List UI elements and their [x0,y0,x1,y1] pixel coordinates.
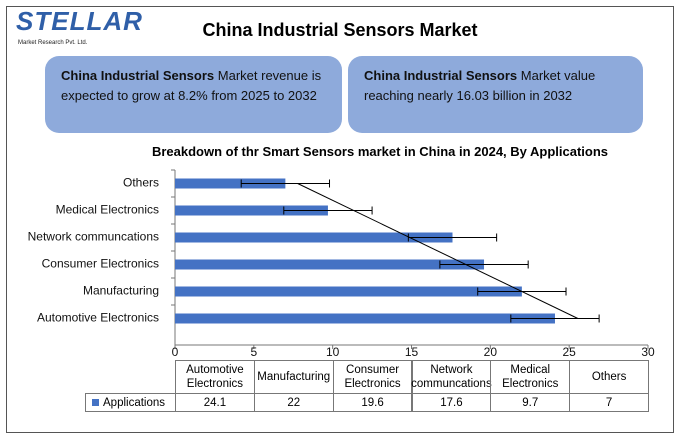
x-tick-label: 5 [250,345,257,359]
logo-sub: Market Research Pvt. Ltd. [18,40,88,46]
y-tick-label: Others [123,176,159,190]
bar [175,178,286,189]
table-header: Manufacturing [253,360,334,394]
table-header: Medical Electronics [490,360,571,394]
table-value: 22 [253,393,334,412]
trendline [297,183,579,319]
table-header: Consumer Electronics [332,360,413,394]
legend-swatch [92,399,99,406]
error-bar [439,260,529,269]
bar [175,259,485,270]
frame [6,6,674,433]
x-tick-label: 15 [405,345,419,359]
legend-label: Applications [103,396,166,409]
box-bold: China Industrial Sensors [364,68,518,83]
table-header: Others [569,360,649,394]
box-text: Market value reaching nearly 16.03 billi… [364,68,596,103]
logo: STELLAR [16,6,143,36]
y-tick-label: Medical Electronics [56,203,159,217]
table-value: 17.6 [411,393,492,412]
box-bold: China Industrial Sensors [61,68,215,83]
bar [175,313,555,324]
table-value: 24.1 [175,393,255,412]
table-value: 7 [569,393,649,412]
error-bar [240,179,331,188]
bar [175,232,453,243]
y-tick-label: Network communcations [28,230,159,244]
y-tick-label: Automotive Electronics [37,311,159,325]
x-tick-label: 10 [326,345,340,359]
info-box: China Industrial Sensors Market revenue … [45,56,342,133]
error-bar [407,233,498,242]
x-tick-label: 25 [562,345,576,359]
error-bar [510,314,600,323]
info-box: China Industrial Sensors Market value re… [348,56,643,133]
table-value: 19.6 [332,393,413,412]
bar [175,286,522,297]
x-tick-label: 30 [641,345,655,359]
page-title: China Industrial Sensors Market [202,20,478,40]
chart-title: Breakdown of thr Smart Sensors market in… [151,144,609,159]
table-legend: Applications [85,393,176,412]
x-tick-label: 20 [484,345,498,359]
bar [175,205,328,216]
table-value: 9.7 [490,393,571,412]
y-tick-label: Consumer Electronics [42,257,159,271]
table-header: Automotive Electronics [175,360,255,394]
box-text: Market revenue is expected to grow at 8.… [61,68,322,103]
table-header: Network communcations [411,360,492,394]
x-tick-label: 0 [172,345,179,359]
y-tick-label: Manufacturing [83,284,159,298]
error-bar [283,206,373,215]
